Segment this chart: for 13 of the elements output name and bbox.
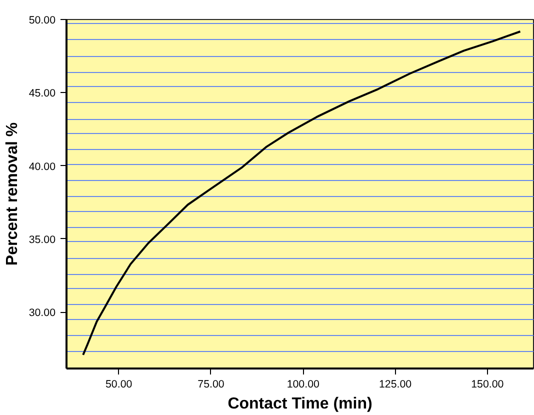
y-tick-label: 40.00 (28, 160, 56, 173)
y-tick-label: 50.00 (28, 14, 56, 26)
x-tick-label: 100.00 (286, 378, 320, 390)
x-axis-title: Contact Time (min) (228, 396, 372, 412)
line-series (82, 30, 522, 356)
y-tick-label: 35.00 (28, 234, 56, 246)
y-tick-label: 45.00 (28, 88, 56, 100)
x-tick-label: 150.00 (471, 378, 504, 390)
y-axis-title: Percent removal % (4, 122, 21, 266)
x-tick-label: 75.00 (198, 378, 224, 390)
x-tick-label: 125.00 (378, 378, 412, 390)
x-tick-label: 50.00 (106, 378, 132, 390)
y-tick-label: 30.00 (28, 307, 56, 320)
